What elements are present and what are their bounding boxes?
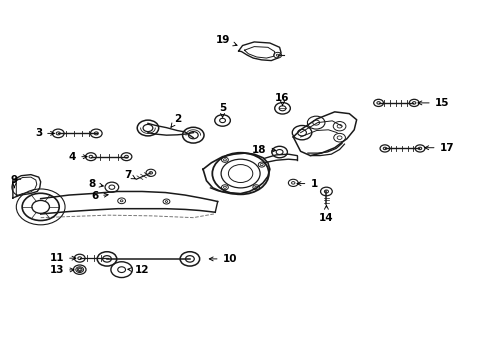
Text: 19: 19	[215, 35, 237, 46]
Text: 4: 4	[69, 152, 87, 162]
Text: 9: 9	[11, 175, 18, 188]
Text: 8: 8	[88, 179, 103, 189]
Text: 7: 7	[124, 170, 135, 180]
Text: 10: 10	[209, 254, 237, 264]
Text: 1: 1	[296, 179, 317, 189]
Text: 14: 14	[319, 206, 333, 222]
Text: 11: 11	[49, 253, 76, 263]
Text: 3: 3	[35, 129, 54, 138]
Text: 2: 2	[171, 114, 181, 127]
Text: 12: 12	[127, 265, 149, 275]
Text: 13: 13	[49, 265, 74, 275]
Text: 6: 6	[91, 191, 108, 201]
Text: 17: 17	[424, 143, 453, 153]
Text: 5: 5	[219, 103, 226, 117]
Text: 15: 15	[417, 98, 448, 108]
Text: 16: 16	[275, 93, 289, 105]
Text: 18: 18	[251, 144, 275, 154]
